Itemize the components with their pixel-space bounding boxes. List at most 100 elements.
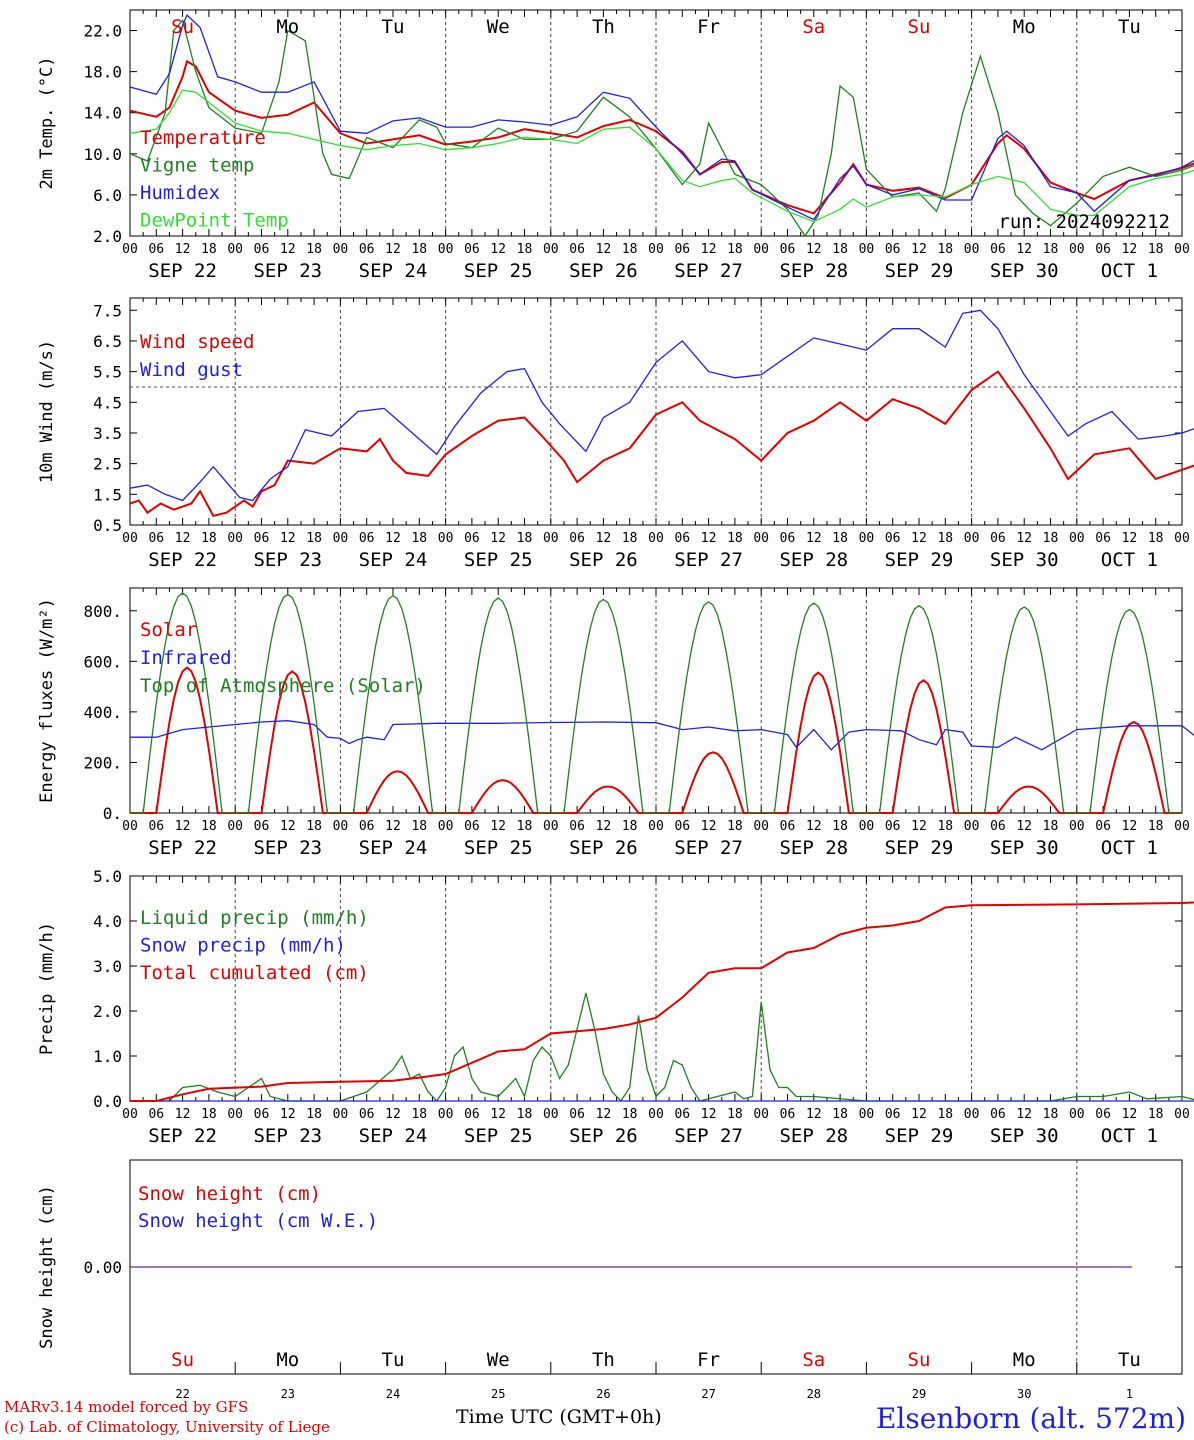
- legend-entry: Snow height (cm): [138, 1183, 321, 1205]
- day-number-label: 22: [175, 1387, 189, 1400]
- hour-tick-label: 12: [1016, 819, 1032, 834]
- hour-tick-label: 18: [201, 531, 217, 546]
- y-axis-label: 2m Temp. (°C): [37, 56, 57, 189]
- hour-tick-label: 18: [411, 531, 427, 546]
- series-line-infrared: [130, 720, 1194, 751]
- hour-tick-label: 12: [806, 819, 822, 834]
- hour-tick-label: 18: [306, 531, 322, 546]
- date-label: SEP 25: [464, 1125, 533, 1147]
- hour-tick-label: 12: [175, 242, 191, 257]
- credit-line-2: (c) Lab. of Climatology, University of L…: [4, 1418, 330, 1436]
- hour-tick-label: 12: [490, 1107, 506, 1122]
- hour-tick-label: 00: [122, 242, 138, 257]
- hour-tick-label: 12: [806, 242, 822, 257]
- weekday-label-top: Su: [908, 16, 931, 38]
- date-label: SEP 22: [148, 549, 217, 571]
- hour-tick-label: 18: [727, 242, 743, 257]
- legend-entry: Infrared: [140, 647, 232, 669]
- legend-entry: Liquid precip (mm/h): [140, 907, 369, 929]
- hour-tick-label: 00: [859, 242, 875, 257]
- y-tick-label: 5.0: [93, 867, 122, 886]
- series-line-humidex: [129, 13, 1194, 221]
- hour-tick-label: 18: [1148, 1107, 1164, 1122]
- hour-tick-label: 12: [911, 819, 927, 834]
- date-label: SEP 26: [569, 837, 638, 859]
- hour-tick-label: 12: [490, 242, 506, 257]
- date-label: SEP 28: [779, 837, 848, 859]
- legend-entry: Vigne temp: [140, 155, 254, 177]
- hour-tick-label: 00: [1069, 242, 1085, 257]
- hour-tick-label: 00: [227, 819, 243, 834]
- y-tick-label: 3.0: [93, 957, 122, 976]
- date-label: SEP 22: [148, 1125, 217, 1147]
- hour-tick-label: 12: [701, 242, 717, 257]
- hour-tick-label: 18: [622, 242, 638, 257]
- hour-tick-label: 00: [859, 1107, 875, 1122]
- hour-tick-label: 06: [254, 1107, 270, 1122]
- hour-tick-label: 12: [911, 1107, 927, 1122]
- date-label: OCT 1: [1101, 837, 1158, 859]
- hour-tick-label: 18: [832, 1107, 848, 1122]
- hour-tick-label: 00: [227, 1107, 243, 1122]
- hour-tick-label: 06: [990, 531, 1006, 546]
- hour-tick-label: 18: [306, 1107, 322, 1122]
- legend-entry: Snow height (cm W.E.): [138, 1210, 378, 1232]
- date-label: SEP 24: [359, 260, 428, 282]
- hour-tick-label: 06: [569, 242, 585, 257]
- series-line-temperature: [129, 59, 1194, 215]
- hour-tick-label: 00: [543, 819, 559, 834]
- hour-tick-label: 18: [1148, 819, 1164, 834]
- hour-tick-label: 06: [464, 242, 480, 257]
- hour-tick-label: 06: [885, 819, 901, 834]
- date-label: SEP 27: [674, 260, 743, 282]
- hour-tick-label: 12: [596, 531, 612, 546]
- hour-tick-label: 06: [254, 531, 270, 546]
- date-label: SEP 30: [990, 837, 1059, 859]
- hour-tick-label: 06: [1095, 242, 1111, 257]
- day-number-label: 28: [807, 1387, 821, 1400]
- hour-tick-label: 12: [175, 531, 191, 546]
- weekday-label-top: Mo: [1013, 16, 1036, 38]
- hour-tick-label: 00: [543, 242, 559, 257]
- weekday-label-top: Su: [171, 16, 194, 38]
- hour-tick-label: 12: [701, 1107, 717, 1122]
- date-label: SEP 28: [779, 260, 848, 282]
- hour-tick-label: 06: [780, 242, 796, 257]
- hour-tick-label: 00: [333, 819, 349, 834]
- series-line-wind-speed: [129, 370, 1194, 517]
- y-axis-label: 10m Wind (m/s): [37, 340, 57, 483]
- day-number-label: 24: [386, 1387, 400, 1400]
- hour-tick-label: 12: [280, 819, 296, 834]
- hour-tick-label: 06: [780, 819, 796, 834]
- date-label: SEP 23: [253, 837, 322, 859]
- hour-tick-label: 12: [280, 242, 296, 257]
- date-label: SEP 26: [569, 549, 638, 571]
- hour-tick-label: 18: [201, 242, 217, 257]
- hour-tick-label: 00: [964, 531, 980, 546]
- y-tick-label: 3.5: [93, 424, 122, 443]
- weekday-label-bottom: Tu: [382, 1349, 405, 1371]
- hour-tick-label: 06: [359, 531, 375, 546]
- weekday-label-top: Th: [592, 16, 615, 38]
- hour-tick-label: 06: [1095, 531, 1111, 546]
- hour-tick-label: 06: [780, 531, 796, 546]
- y-tick-label: 14.0: [83, 104, 122, 123]
- hour-tick-label: 00: [753, 531, 769, 546]
- date-label: SEP 30: [990, 549, 1059, 571]
- date-label: SEP 23: [253, 1125, 322, 1147]
- y-tick-label: 5.5: [93, 363, 122, 382]
- weekday-label-top: Tu: [1118, 16, 1141, 38]
- hour-tick-label: 00: [1174, 819, 1190, 834]
- legend-entry: Solar: [140, 619, 197, 641]
- weekday-label-bottom: Tu: [1118, 1349, 1141, 1371]
- hour-tick-label: 00: [859, 819, 875, 834]
- hour-tick-label: 12: [490, 531, 506, 546]
- y-tick-label: 1.0: [93, 1047, 122, 1066]
- run-annotation: run: 2024092212: [998, 211, 1170, 233]
- y-tick-label: 4.5: [93, 393, 122, 412]
- hour-tick-label: 06: [990, 819, 1006, 834]
- hour-tick-label: 00: [333, 531, 349, 546]
- hour-tick-label: 12: [280, 531, 296, 546]
- hour-tick-label: 18: [832, 242, 848, 257]
- date-label: SEP 28: [779, 549, 848, 571]
